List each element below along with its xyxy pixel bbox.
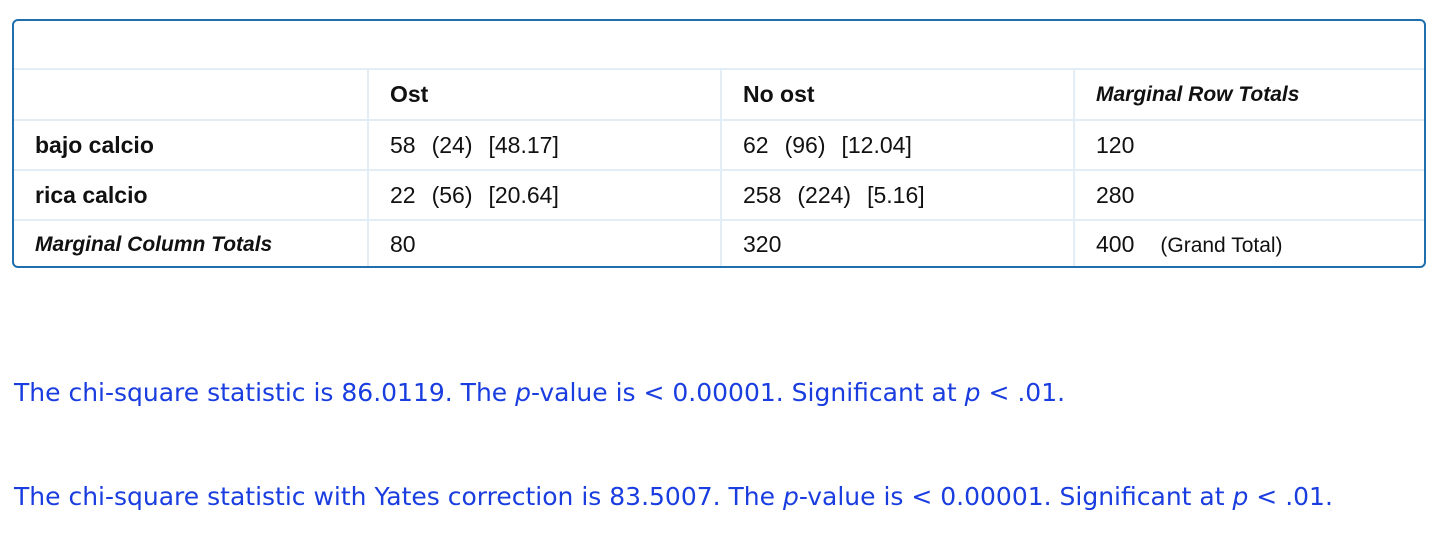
expected-value: (224): [797, 181, 852, 208]
p-symbol: p: [782, 482, 799, 511]
p-symbol: p: [1232, 482, 1249, 511]
cell-rica-ost: 22 (56) [20.64]: [368, 170, 722, 221]
row-label-rica-calcio: rica calcio: [14, 170, 369, 221]
observed-value: 62: [743, 131, 769, 158]
cell-bajo-no-ost: 62 (96) [12.04]: [721, 120, 1075, 171]
observed-value: 22: [390, 181, 416, 208]
header-no-ost: No ost: [721, 70, 1075, 121]
result-text: -value is < 0.00001. Significant at: [798, 482, 1233, 511]
p-symbol: p: [964, 378, 981, 407]
result-text: The chi-square statistic is 86.0119. The: [14, 378, 516, 407]
grand-total-value: 400: [1096, 231, 1135, 257]
chi-square-result: The chi-square statistic is 86.0119. The…: [14, 378, 1065, 407]
cell-bajo-ost: 58 (24) [48.17]: [368, 120, 722, 171]
chi-contribution: [5.16]: [867, 181, 925, 208]
contingency-table: Ost No ost Marginal Row Totals bajo calc…: [14, 70, 1424, 266]
cell-rica-no-ost: 258 (224) [5.16]: [721, 170, 1075, 221]
table-row: bajo calcio 58 (24) [48.17] 62 (96) [12.04] …: [14, 120, 1424, 171]
row-total-bajo: 120: [1074, 120, 1424, 171]
header-ost: Ost: [368, 70, 722, 121]
chi-contribution: [12.04]: [841, 131, 912, 158]
column-total-no-ost: 320: [721, 220, 1075, 266]
header-marginal-row-totals: Marginal Row Totals: [1074, 70, 1424, 121]
table-blank-header-band: [14, 21, 1424, 70]
result-text: The chi-square statistic with Yates corr…: [14, 482, 783, 511]
table-header-row: Ost No ost Marginal Row Totals: [14, 70, 1424, 121]
header-corner-cell: [14, 70, 369, 121]
yates-corrected-result: The chi-square statistic with Yates corr…: [14, 482, 1333, 511]
chi-contribution: [20.64]: [488, 181, 559, 208]
table-row: rica calcio 22 (56) [20.64] 258 (224) [5.16]…: [14, 170, 1424, 221]
table-totals-row: Marginal Column Totals 80 320 400 (Grand …: [14, 220, 1424, 266]
expected-value: (56): [431, 181, 473, 208]
row-label-bajo-calcio: bajo calcio: [14, 120, 369, 171]
column-total-ost: 80: [368, 220, 722, 266]
result-text: < .01.: [980, 378, 1066, 407]
row-total-rica: 280: [1074, 170, 1424, 221]
result-text: -value is < 0.00001. Significant at: [531, 378, 965, 407]
expected-value: (24): [431, 131, 473, 158]
contingency-table-container: Ost No ost Marginal Row Totals bajo calc…: [12, 19, 1426, 268]
expected-value: (96): [784, 131, 826, 158]
row-label-marginal-column-totals: Marginal Column Totals: [14, 220, 369, 266]
observed-value: 58: [390, 131, 416, 158]
chi-contribution: [48.17]: [488, 131, 559, 158]
observed-value: 258: [743, 181, 782, 208]
grand-total-cell: 400 (Grand Total): [1074, 220, 1424, 266]
grand-total-label: (Grand Total): [1160, 234, 1283, 257]
p-symbol: p: [515, 378, 531, 407]
result-text: < .01.: [1248, 482, 1333, 511]
